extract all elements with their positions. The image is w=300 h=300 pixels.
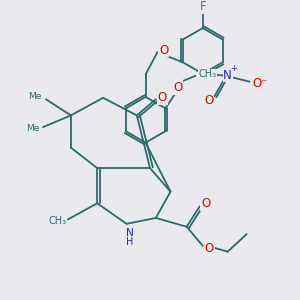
Text: +: + — [230, 64, 237, 73]
Text: F: F — [200, 0, 206, 13]
Text: O: O — [173, 81, 182, 94]
Text: Me: Me — [28, 92, 41, 101]
Text: Me: Me — [26, 124, 40, 133]
Text: O⁻: O⁻ — [253, 77, 268, 90]
Text: O: O — [158, 91, 167, 104]
Text: O: O — [204, 94, 213, 107]
Text: CH₃: CH₃ — [49, 216, 67, 226]
Text: O: O — [205, 242, 214, 255]
Text: H: H — [126, 237, 134, 247]
Text: O: O — [159, 44, 168, 56]
Text: N: N — [223, 69, 232, 82]
Text: O: O — [201, 197, 210, 210]
Text: N: N — [126, 228, 134, 238]
Text: CH₃: CH₃ — [198, 69, 217, 80]
